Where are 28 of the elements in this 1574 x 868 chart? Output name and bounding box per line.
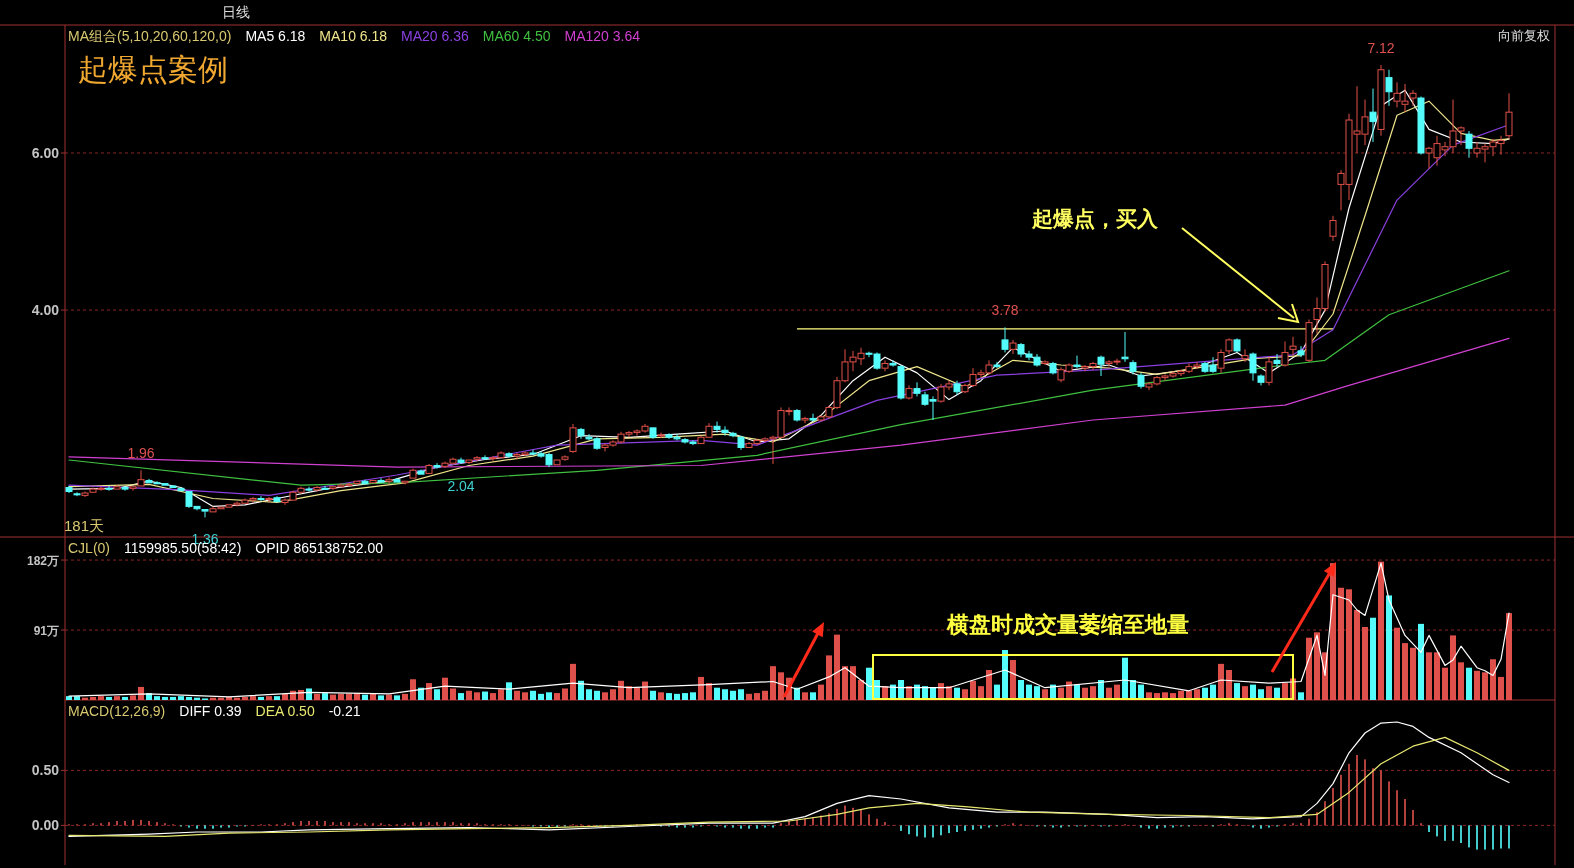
text: DIFF 0.39 [179,703,242,719]
legend-title: CJL(0) [68,540,111,556]
annotation: 横盘时成交量萎缩至地量 [946,612,1189,637]
legend-title: MA组合(5,10,20,60,120,0) [68,28,232,44]
text: MA120 3.64 [564,28,641,44]
text: MA10 6.18 [319,28,388,44]
text: MA5 6.18 [245,28,306,44]
annotation: 181天 [64,517,105,534]
annotation: 3.78 [991,302,1019,319]
annotation: -0.21 [328,703,361,719]
y-tick-label: 0.00 [31,817,60,834]
legend-title: MACD(12,26,9) [68,703,166,719]
text: MA20 6.36 [401,28,469,44]
text: 起爆点案例 [78,53,228,86]
annotation: 2.04 [447,477,475,494]
y-tick-label: 6.00 [31,145,60,161]
text: 日线 [222,4,250,20]
y-tick-label: 4.00 [31,302,60,319]
text: DEA 0.50 [255,703,315,719]
y-tick-label: 91万 [33,624,59,639]
annotation: 起爆点，买入 [1031,207,1159,231]
y-tick-label: 0.50 [31,762,60,779]
annotation: 1.96 [127,445,155,462]
annotation: 7.12 [1367,40,1395,57]
annotation: 向前复权 [1498,28,1550,43]
annotation: OPID 865138752.00 [255,540,384,556]
text: MA60 4.50 [482,28,551,44]
y-tick-label: 182万 [26,554,59,569]
